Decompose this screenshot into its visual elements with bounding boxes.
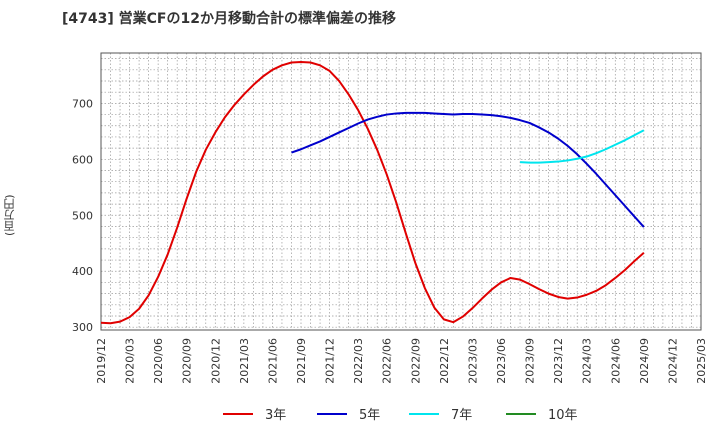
x-tick-label: 2024/09 (638, 338, 651, 384)
x-tick-label: 2022/09 (409, 338, 422, 384)
legend-label-0: 3年 (265, 408, 286, 423)
series-line-2 (519, 129, 645, 164)
x-tick-label: 2023/06 (495, 338, 508, 384)
y-axis-ticks: 300 400 500 600 700 (72, 97, 93, 334)
legend-label-1: 5年 (359, 408, 380, 423)
x-tick-label: 2020/03 (124, 338, 137, 384)
y-tick-label: 700 (72, 97, 93, 110)
legend-label-3: 10年 (548, 408, 578, 423)
x-tick-label: 2021/06 (266, 338, 279, 384)
grid-lines (101, 53, 701, 330)
plot-frame (100, 52, 702, 331)
x-axis-ticks: 2019/12 2020/03 2020/06 2020/09 2020/12 2021/… (95, 338, 708, 384)
y-tick-label: 500 (72, 209, 93, 222)
x-tick-label: 2020/09 (181, 338, 194, 384)
series-line-0 (100, 60, 645, 325)
legend: 3年 5年 7年 10年 (223, 408, 578, 423)
legend-label-2: 7年 (451, 408, 472, 423)
series-line-1 (291, 111, 645, 228)
x-tick-label: 2021/03 (238, 338, 251, 384)
x-tick-label: 2025/03 (695, 338, 708, 384)
chart-title: [4743] 営業CFの12か月移動合計の標準偏差の推移 (62, 11, 396, 27)
x-tick-label: 2023/12 (552, 338, 565, 384)
x-tick-label: 2022/12 (438, 338, 451, 384)
x-tick-label: 2021/09 (295, 338, 308, 384)
series-lines (100, 60, 645, 325)
x-tick-label: 2019/12 (95, 338, 108, 384)
x-tick-label: 2022/03 (352, 338, 365, 384)
x-tick-label: 2023/09 (524, 338, 537, 384)
x-tick-label: 2024/03 (581, 338, 594, 384)
y-tick-label: 300 (72, 321, 93, 334)
y-tick-label: 600 (72, 153, 93, 166)
x-tick-label: 2020/06 (152, 338, 165, 384)
y-tick-label: 400 (72, 265, 93, 278)
x-tick-label: 2021/12 (324, 338, 337, 384)
x-tick-label: 2024/12 (666, 338, 679, 384)
x-tick-label: 2023/03 (466, 338, 479, 384)
x-tick-label: 2020/12 (209, 338, 222, 384)
x-tick-label: 2024/06 (609, 338, 622, 384)
x-tick-label: 2022/06 (381, 338, 394, 384)
